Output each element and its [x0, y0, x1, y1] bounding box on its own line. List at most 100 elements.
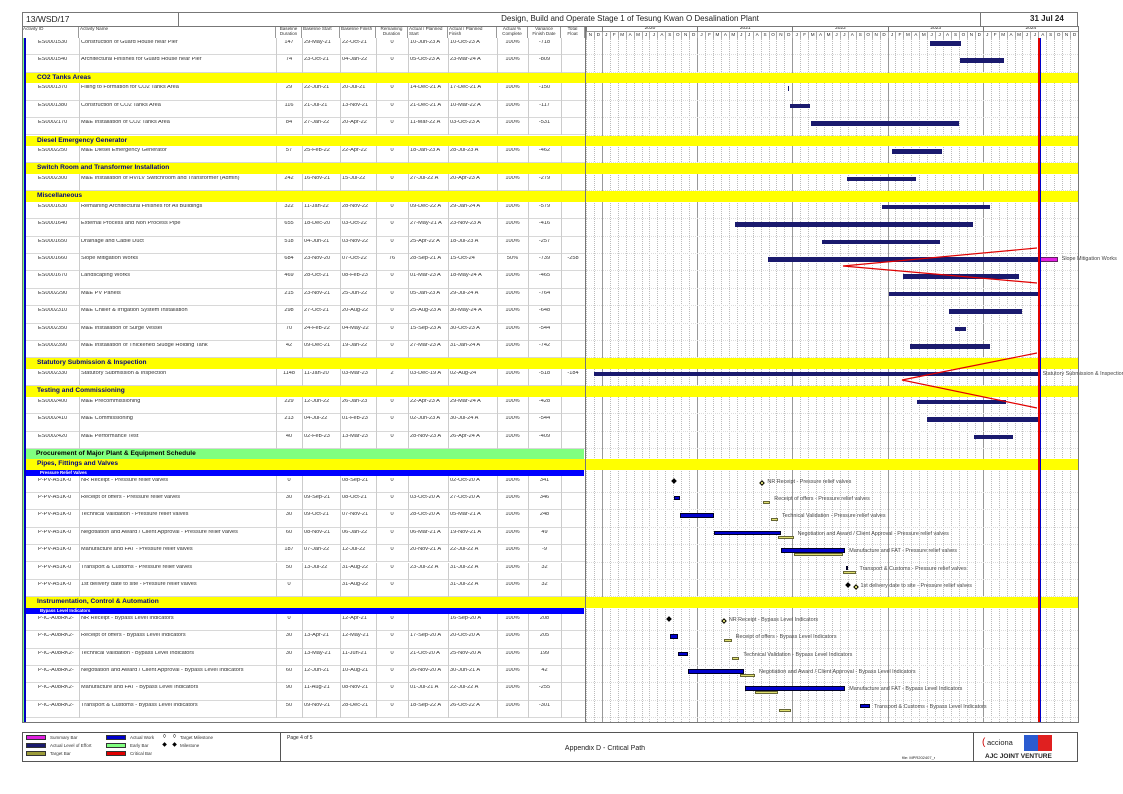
- column-header-afinish[interactable]: Actual / Planned Finish: [448, 26, 497, 38]
- table-row[interactable]: [26, 83, 585, 101]
- actual-work-bar[interactable]: [845, 565, 848, 570]
- cell-afinish: 18-Jul-23 A: [450, 238, 479, 244]
- column-header-id[interactable]: Activity ID: [22, 26, 79, 38]
- actual-work-bar[interactable]: [714, 530, 782, 536]
- table-row[interactable]: [26, 397, 585, 415]
- table-row[interactable]: [26, 306, 585, 324]
- table-row[interactable]: [26, 476, 585, 493]
- table-row[interactable]: [26, 414, 585, 432]
- table-row[interactable]: [26, 631, 585, 649]
- table-row[interactable]: [26, 614, 585, 632]
- month-gridline: [601, 38, 603, 722]
- table-row[interactable]: [26, 510, 585, 528]
- actual-level-of-effort-bar[interactable]: [888, 291, 1038, 297]
- cell-divider: [497, 475, 498, 493]
- actual-level-of-effort-bar[interactable]: [594, 371, 1039, 377]
- actual-level-of-effort-bar[interactable]: [929, 41, 962, 46]
- actual-level-of-effort-bar[interactable]: [735, 222, 973, 227]
- actual-work-bar[interactable]: [744, 686, 846, 691]
- target-bar[interactable]: [731, 656, 740, 660]
- actual-work-bar[interactable]: [678, 651, 688, 657]
- table-row[interactable]: [26, 649, 585, 666]
- table-row[interactable]: [26, 545, 585, 563]
- table-row[interactable]: [26, 146, 585, 164]
- cell-divider: [448, 236, 449, 254]
- column-header-bdur[interactable]: Baseline Duration: [276, 26, 302, 38]
- table-row[interactable]: [26, 369, 585, 387]
- table-row[interactable]: [26, 237, 585, 254]
- target-bar[interactable]: [739, 674, 755, 677]
- column-header-rdur[interactable]: Remaining Duration: [376, 26, 408, 38]
- column-header-var[interactable]: Variance Finish Date: [528, 26, 561, 38]
- actual-work-bar[interactable]: [781, 548, 846, 553]
- column-header-tf[interactable]: Total Float: [561, 26, 585, 38]
- table-row[interactable]: [26, 289, 585, 307]
- target-bar[interactable]: [762, 500, 771, 504]
- table-row[interactable]: [26, 701, 585, 719]
- actual-work-bar[interactable]: [860, 703, 871, 709]
- actual-level-of-effort-bar[interactable]: [949, 309, 1022, 314]
- column-header-bstart[interactable]: Baseline Start: [302, 26, 340, 38]
- table-row[interactable]: [26, 55, 585, 73]
- table-row[interactable]: [26, 219, 585, 237]
- target-bar[interactable]: [724, 639, 732, 643]
- target-bar[interactable]: [778, 535, 794, 539]
- table-row[interactable]: [26, 101, 585, 119]
- table-row[interactable]: [26, 174, 585, 192]
- actual-level-of-effort-bar[interactable]: [910, 344, 991, 349]
- actual-level-of-effort-bar[interactable]: [787, 86, 789, 91]
- table-row[interactable]: [26, 341, 585, 359]
- target-bar[interactable]: [793, 553, 843, 557]
- table-row[interactable]: [26, 202, 585, 220]
- cell-bstart: 09-Dec-21: [304, 343, 331, 348]
- cell-divider: [497, 341, 498, 359]
- cell-var: -117: [539, 102, 550, 108]
- column-header-astart[interactable]: Actual / Planned Start: [408, 26, 448, 38]
- table-row[interactable]: [26, 271, 585, 289]
- table-row[interactable]: [26, 493, 585, 511]
- target-bar[interactable]: [755, 691, 779, 695]
- table-row[interactable]: [26, 118, 585, 136]
- actual-level-of-effort-bar[interactable]: [822, 239, 940, 245]
- actual-level-of-effort-bar[interactable]: [954, 326, 967, 332]
- cell-var: -301: [538, 702, 551, 708]
- subgroup-header: Bypass Level Indicators: [26, 607, 584, 614]
- cell-bstart: 16-Nov-21: [304, 175, 331, 181]
- actual-level-of-effort-bar[interactable]: [916, 399, 1006, 405]
- actual-level-of-effort-bar[interactable]: [891, 149, 943, 154]
- jec-logo: [1024, 735, 1038, 751]
- actual-level-of-effort-bar[interactable]: [927, 417, 1038, 422]
- column-header-bfinish[interactable]: Baseline Finish: [340, 26, 376, 38]
- table-row[interactable]: [26, 38, 585, 56]
- target-bar[interactable]: [770, 518, 779, 522]
- actual-work-bar[interactable]: [680, 513, 714, 518]
- cell-divider: [528, 55, 529, 73]
- table-row[interactable]: [26, 563, 585, 580]
- actual-level-of-effort-bar[interactable]: [959, 58, 1005, 63]
- table-row[interactable]: [26, 666, 585, 684]
- column-header-pct[interactable]: Actual % Complete: [497, 26, 528, 38]
- actual-work-bar[interactable]: [687, 669, 745, 674]
- actual-level-of-effort-bar[interactable]: [810, 121, 960, 126]
- table-row[interactable]: [26, 580, 585, 598]
- actual-level-of-effort-bar[interactable]: [846, 176, 917, 182]
- cell-divider: [408, 271, 409, 289]
- actual-level-of-effort-bar[interactable]: [881, 204, 990, 210]
- table-row[interactable]: [26, 432, 585, 449]
- cell-bfinish: 20-Jul-21: [342, 85, 366, 91]
- target-bar[interactable]: [778, 708, 792, 712]
- actual-level-of-effort-bar[interactable]: [767, 257, 1039, 262]
- column-header-name[interactable]: Activity Name: [79, 26, 276, 38]
- month-gridline: [752, 38, 754, 722]
- actual-level-of-effort-bar[interactable]: [974, 434, 1014, 440]
- target-bar[interactable]: [843, 570, 856, 574]
- actual-work-bar[interactable]: [669, 634, 679, 639]
- cell-divider: [79, 683, 80, 701]
- table-row[interactable]: [26, 254, 585, 272]
- month-gridline: [768, 38, 770, 722]
- table-row[interactable]: [26, 683, 585, 701]
- table-row[interactable]: [26, 324, 585, 341]
- actual-work-bar[interactable]: [673, 495, 680, 501]
- actual-level-of-effort-bar[interactable]: [789, 103, 811, 109]
- table-row[interactable]: [26, 528, 585, 546]
